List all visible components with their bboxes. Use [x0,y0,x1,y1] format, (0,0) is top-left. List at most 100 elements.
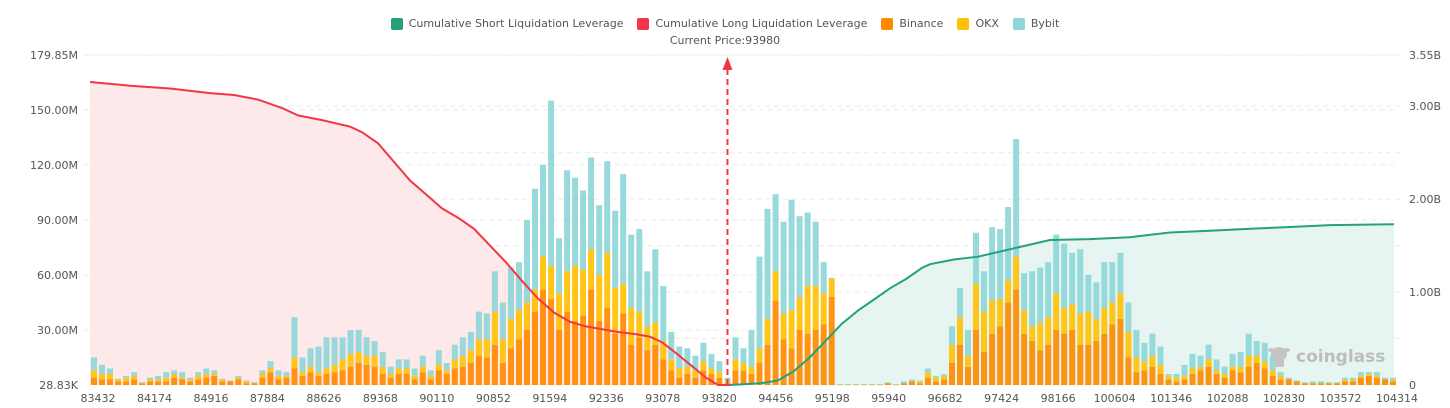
bar-okx[interactable] [604,252,611,308]
bar-bybit[interactable] [804,212,811,286]
bar-binance[interactable] [427,379,434,386]
bar-bybit[interactable] [1317,381,1324,384]
bar-bybit[interactable] [1269,355,1276,371]
bar-okx[interactable] [211,374,218,376]
bar-okx[interactable] [387,374,394,378]
bar-bybit[interactable] [1390,377,1396,380]
bar-binance[interactable] [556,330,563,386]
bar-binance[interactable] [1245,366,1252,386]
bar-okx[interactable] [508,319,514,349]
bar-okx[interactable] [331,364,338,373]
bar-bybit[interactable] [187,377,194,380]
bar-bybit[interactable] [259,370,266,375]
bar-binance[interactable] [596,320,603,385]
bar-bybit[interactable] [1325,382,1332,384]
bar-bybit[interactable] [580,190,587,270]
bar-okx[interactable] [772,271,779,301]
bar-binance[interactable] [1221,377,1228,385]
bar-binance[interactable] [652,344,659,386]
bar-binance[interactable] [1277,379,1284,386]
bar-bybit[interactable] [1189,353,1196,369]
bar-bybit[interactable] [1005,207,1012,281]
bar-bybit[interactable] [884,382,891,384]
bar-bybit[interactable] [1021,273,1028,310]
bar-okx[interactable] [147,379,154,382]
bar-binance[interactable] [435,370,442,386]
bar-bybit[interactable] [1293,380,1300,382]
bar-binance[interactable] [403,374,410,385]
bar-binance[interactable] [1133,372,1140,385]
bar-okx[interactable] [828,278,835,297]
bar-okx[interactable] [1357,375,1364,378]
bar-bybit[interactable] [1061,243,1068,308]
bar-bybit[interactable] [508,267,514,319]
bar-bybit[interactable] [283,372,290,376]
bar-binance[interactable] [339,370,346,386]
bar-binance[interactable] [1029,341,1036,385]
bar-binance[interactable] [748,374,755,385]
bar-okx[interactable] [187,379,194,382]
bar-binance[interactable] [572,320,579,385]
bar-binance[interactable] [941,379,947,386]
legend-item-bybit[interactable]: Bybit [1012,17,1059,30]
bar-binance[interactable] [772,300,779,385]
bar-binance[interactable] [1085,344,1092,386]
bar-okx[interactable] [483,339,490,358]
bar-okx[interactable] [740,363,747,371]
bar-okx[interactable] [700,361,707,371]
bar-okx[interactable] [524,302,530,331]
bar-bybit[interactable] [1221,366,1228,374]
bar-binance[interactable] [1373,377,1380,385]
bar-bybit[interactable] [363,337,370,356]
bar-binance[interactable] [932,381,939,386]
bar-binance[interactable] [612,333,619,386]
bar-binance[interactable] [1317,383,1324,385]
bar-binance[interactable] [1229,370,1236,386]
bar-binance[interactable] [203,377,210,385]
bar-bybit[interactable] [227,380,234,382]
bar-okx[interactable] [467,350,474,363]
bar-binance[interactable] [692,377,699,385]
bar-binance[interactable] [219,381,226,386]
bar-bybit[interactable] [540,164,546,257]
bar-okx[interactable] [748,366,755,374]
bar-binance[interactable] [580,315,587,385]
bar-binance[interactable] [139,383,146,385]
bar-okx[interactable] [1213,370,1220,375]
bar-bybit[interactable] [892,384,899,386]
bar-binance[interactable] [588,289,595,385]
bar-okx[interactable] [243,381,250,384]
bar-okx[interactable] [973,284,979,330]
bar-okx[interactable] [1229,366,1236,371]
bar-binance[interactable] [1077,344,1084,386]
bar-bybit[interactable] [572,177,579,266]
bar-binance[interactable] [411,379,418,386]
bar-okx[interactable] [403,368,410,375]
bar-binance[interactable] [171,377,178,385]
bar-binance[interactable] [756,363,763,385]
bar-okx[interactable] [395,368,402,375]
bar-bybit[interactable] [1037,267,1044,323]
legend-item-short-cumulative[interactable]: Cumulative Short Liquidation Leverage [390,17,623,30]
bar-bybit[interactable] [684,348,691,367]
bar-okx[interactable] [1253,355,1260,363]
bar-bybit[interactable] [155,375,162,380]
bar-binance[interactable] [1061,333,1068,386]
bar-bybit[interactable] [997,229,1004,299]
bar-bybit[interactable] [1253,341,1260,356]
bar-okx[interactable] [965,355,971,367]
bar-binance[interactable] [155,381,162,386]
bar-binance[interactable] [1141,370,1148,386]
bar-binance[interactable] [564,311,571,385]
bar-okx[interactable] [732,359,739,371]
bar-bybit[interactable] [532,188,538,290]
bar-okx[interactable] [548,265,555,299]
bar-okx[interactable] [564,271,571,312]
bar-okx[interactable] [219,379,226,382]
bar-okx[interactable] [499,339,506,364]
bar-okx[interactable] [123,377,130,382]
bar-binance[interactable] [716,377,723,385]
bar-okx[interactable] [355,352,362,363]
bar-bybit[interactable] [147,377,154,380]
bar-bybit[interactable] [1245,333,1252,356]
